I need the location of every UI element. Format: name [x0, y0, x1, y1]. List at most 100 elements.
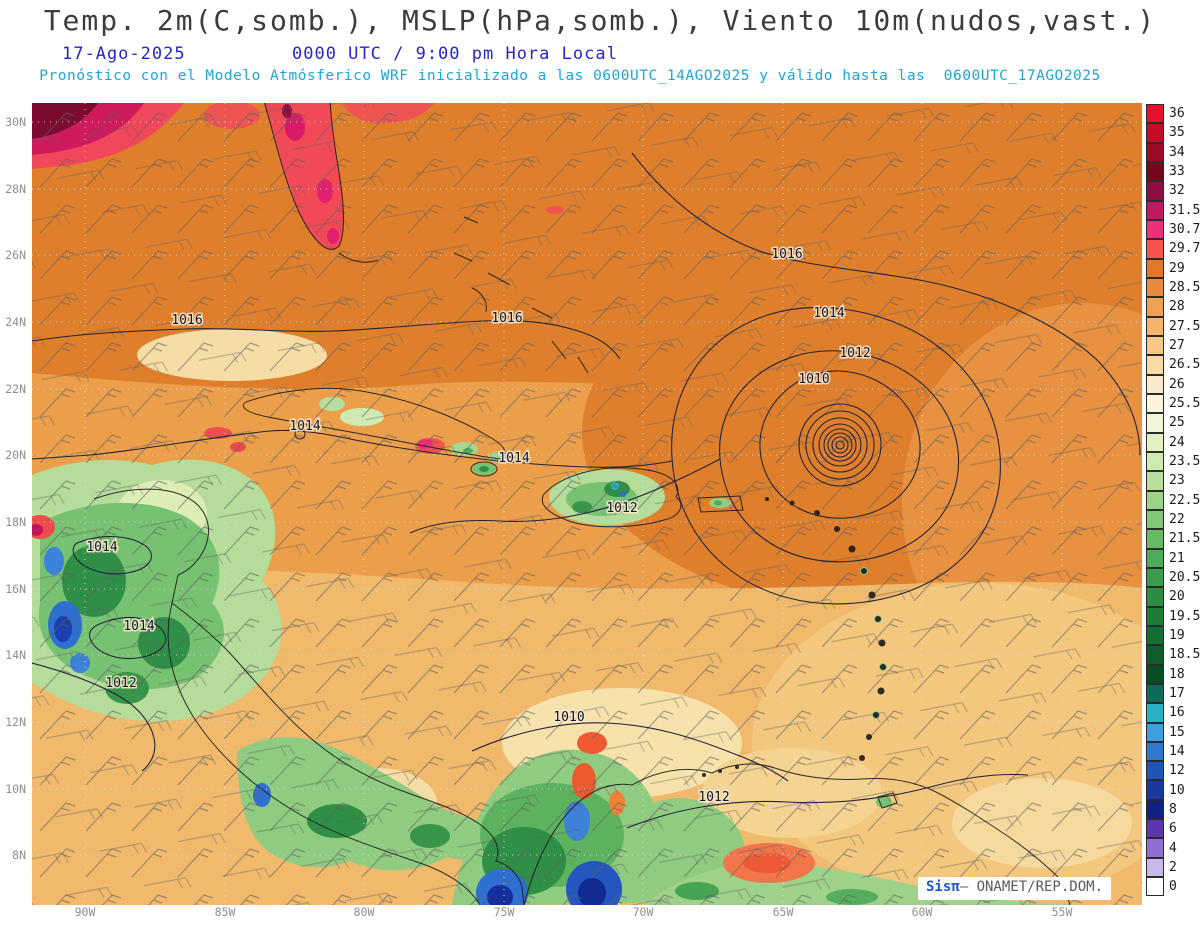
watermark: Sisπ– ONAMET/REP.DOM.	[918, 877, 1112, 900]
lat-label: 10N	[5, 782, 26, 796]
colorbar-value: 15	[1169, 724, 1185, 740]
colorbar-value: 22.5	[1169, 492, 1200, 508]
colorbar-entry: 15	[1146, 722, 1200, 742]
colorbar-value: 21.5	[1169, 531, 1200, 547]
lat-label: 20N	[5, 448, 26, 462]
lon-label: 75W	[493, 905, 515, 919]
page-title: Temp. 2m(C,somb.), MSLP(hPa,somb.), Vien…	[43, 4, 1157, 37]
lon-label: 55W	[1051, 905, 1073, 919]
colorbar-entry: 18.5	[1146, 645, 1200, 665]
colorbar-value: 32	[1169, 183, 1185, 199]
colorbar-value: 26.5	[1169, 357, 1200, 373]
colorbar-entry: 20	[1146, 587, 1200, 607]
lat-label: 8N	[12, 848, 26, 862]
colorbar-entry: 2	[1146, 857, 1200, 878]
colorbar-value: 19.5	[1169, 608, 1200, 624]
colorbar-value: 36	[1169, 106, 1185, 122]
colorbar-value: 8	[1169, 801, 1177, 817]
colorbar-value: 12	[1169, 763, 1185, 779]
colorbar-entry: 18	[1146, 664, 1200, 684]
lon-label: 65W	[772, 905, 794, 919]
colorbar-swatch	[1146, 567, 1164, 588]
contour-label: 1012	[606, 501, 637, 516]
colorbar-entry: 26	[1146, 374, 1200, 394]
contour-label: 1016	[171, 313, 202, 328]
colorbar-swatch	[1146, 509, 1164, 530]
mslp-contours	[31, 152, 1141, 829]
contour-label: 1014	[86, 540, 117, 555]
contour-label: 1010	[553, 710, 584, 725]
colorbar-entry: 14	[1146, 741, 1200, 762]
colorbar-value: 27.5	[1169, 318, 1200, 334]
colorbar-value: 18	[1169, 666, 1185, 682]
colorbar-value: 2	[1169, 859, 1177, 875]
contour-label: 1014	[813, 306, 844, 321]
colorbar-value: 33	[1169, 164, 1185, 180]
colorbar-value: 23.5	[1169, 454, 1200, 470]
colorbar-value: 6	[1169, 821, 1177, 837]
lon-label: 90W	[74, 905, 96, 919]
colorbar-swatch	[1146, 799, 1164, 820]
colorbar-entry: 31.5	[1146, 200, 1200, 220]
colorbar-entry: 8	[1146, 799, 1200, 820]
contour-label: 1016	[771, 247, 802, 262]
lon-label: 70W	[632, 905, 654, 919]
colorbar-swatch	[1146, 142, 1164, 162]
colorbar-value: 34	[1169, 144, 1185, 160]
colorbar-value: 25	[1169, 415, 1185, 431]
colorbar-swatch	[1146, 645, 1164, 665]
contour-label: 1012	[839, 346, 870, 361]
colorbar-entry: 36	[1146, 104, 1200, 124]
colorbar-swatch	[1146, 219, 1164, 240]
colorbar-entry: 21.5	[1146, 529, 1200, 549]
watermark-text: – ONAMET/REP.DOM.	[959, 879, 1104, 895]
map-area: 1016 1014 1012 1010 1016 1016 1014 1014 1012 1014…	[25, 100, 1200, 917]
colorbar-entry: 21	[1146, 548, 1200, 568]
colorbar-swatch	[1146, 490, 1164, 510]
colorbar-swatch	[1146, 104, 1164, 124]
valid-time: 0000 UTC / 9:00 pm Hora Local	[292, 44, 618, 64]
colorbar-value: 20	[1169, 589, 1185, 605]
colorbar-entry: 20.5	[1146, 567, 1200, 588]
watermark-brand: Sisπ	[926, 879, 960, 895]
colorbar-entry: 23.5	[1146, 451, 1200, 472]
colorbar-swatch	[1146, 838, 1164, 858]
colorbar-swatch	[1146, 703, 1164, 723]
colorbar-swatch	[1146, 239, 1164, 259]
colorbar-entry: 25.5	[1146, 393, 1200, 414]
colorbar-value: 16	[1169, 705, 1185, 721]
colorbar-swatch	[1146, 741, 1164, 762]
colorbar-swatch	[1146, 664, 1164, 684]
colorbar-entry: 34	[1146, 142, 1200, 162]
contour-label: 1014	[123, 619, 154, 634]
colorbar-value: 26	[1169, 376, 1185, 392]
colorbar-entry: 19.5	[1146, 606, 1200, 626]
colorbar-entry: 29	[1146, 258, 1200, 278]
colorbar-value: 4	[1169, 840, 1177, 856]
colorbar-value: 27	[1169, 338, 1185, 354]
colorbar-swatch	[1146, 780, 1164, 800]
colorbar-swatch	[1146, 161, 1164, 182]
contour-label: 1012	[105, 676, 136, 691]
colorbar-value: 10	[1169, 782, 1185, 798]
colorbar-swatch	[1146, 316, 1164, 336]
contour-label: 1016	[491, 311, 522, 326]
colorbar-entry: 0	[1146, 877, 1200, 897]
colorbar-value: 29.7	[1169, 241, 1200, 257]
colorbar-value: 19	[1169, 628, 1185, 644]
contour-label: 1010	[798, 372, 829, 387]
wind-barbs-layer-2	[32, 103, 1142, 905]
colorbar-swatch	[1146, 297, 1164, 317]
colorbar-value: 25.5	[1169, 396, 1200, 412]
colorbar-swatch	[1146, 548, 1164, 568]
colorbar-entry: 19	[1146, 625, 1200, 646]
colorbar-swatch	[1146, 471, 1164, 491]
coastlines	[93, 100, 1071, 906]
forecast-info: Pronóstico con el Modelo Atmósferico WRF…	[39, 68, 1101, 84]
valid-date: 17-Ago-2025	[62, 44, 186, 64]
colorbar-swatch	[1146, 877, 1164, 897]
colorbar-entry: 4	[1146, 838, 1200, 858]
lon-label: 60W	[911, 905, 933, 919]
